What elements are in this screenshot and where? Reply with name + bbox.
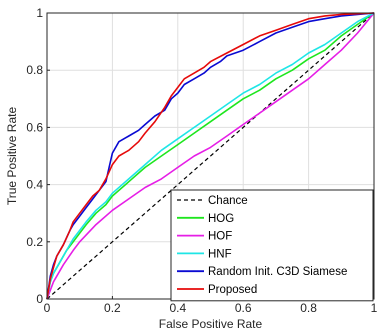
legend-label: Proposed	[208, 284, 257, 296]
y-tick-label: 0.4	[26, 178, 43, 192]
y-tick-label: 0.2	[26, 235, 43, 249]
y-tick-label: 0.6	[26, 120, 43, 134]
series-line-5	[46, 12, 375, 300]
series-line-0	[46, 12, 375, 300]
series-line-4	[46, 12, 375, 300]
y-axis-label: True Positive Rate	[5, 107, 19, 206]
y-tick-label: 1	[36, 6, 43, 20]
x-tick-label: 0.4	[169, 301, 186, 315]
x-tick-label: 0.6	[235, 301, 252, 315]
x-axis-label: False Positive Rate	[159, 317, 263, 331]
y-tick-label: 0	[36, 292, 43, 306]
legend-box	[170, 189, 374, 302]
axis-ticks: 0 0.2 0.4 0.6 0.8 1 0 0.2 0.4 0.6 0.8 1	[26, 6, 377, 315]
legend-label: HOG	[208, 213, 234, 225]
series-line-2	[46, 12, 375, 300]
legend-label: Chance	[208, 195, 248, 207]
legend: Chance HOG HOF HNF Random Init. C3D Siamese P…	[170, 189, 374, 302]
legend-label: Random Init. C3D Siamese	[208, 266, 347, 278]
y-tick-label: 0.8	[26, 63, 43, 77]
plot-series	[46, 12, 375, 300]
x-tick-label: 0.2	[104, 301, 121, 315]
series-line-3	[46, 12, 375, 300]
legend-label: HOF	[208, 231, 232, 243]
x-tick-label: 0	[44, 301, 51, 315]
x-tick-label: 0.8	[300, 301, 317, 315]
x-tick-label: 1	[371, 301, 378, 315]
legend-label: HNF	[208, 248, 232, 260]
